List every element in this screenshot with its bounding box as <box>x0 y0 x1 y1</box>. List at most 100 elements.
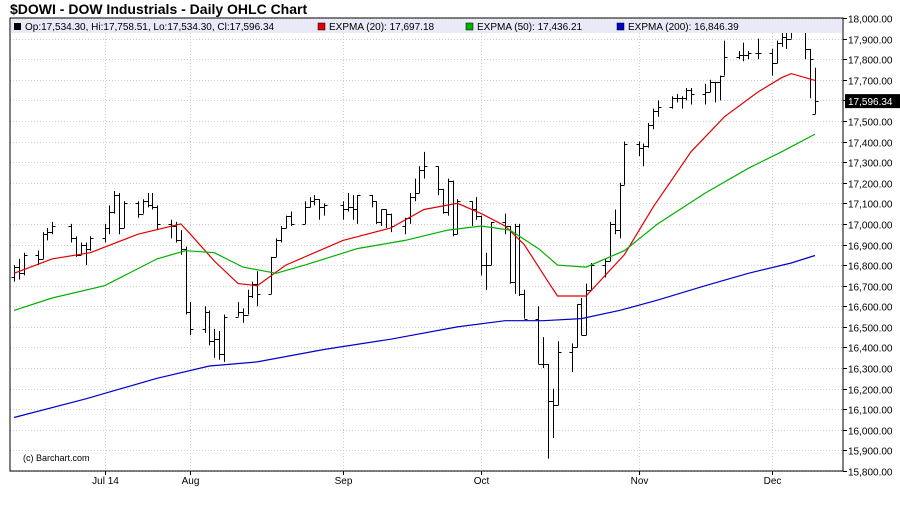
ohlc-bar <box>354 195 361 224</box>
y-tick-label: 15,800.00 <box>848 468 893 479</box>
ohlc-bar <box>521 289 528 320</box>
y-tick-label: 16,500.00 <box>848 324 893 335</box>
ohlc-bar <box>211 328 218 358</box>
ohlc-bar <box>545 363 552 459</box>
ohlc-bar <box>640 143 647 167</box>
y-tick-label: 16,800.00 <box>848 262 893 273</box>
y-tick-label: 16,300.00 <box>848 365 893 376</box>
ohlc-bar <box>555 341 562 406</box>
ohlc-bar <box>235 302 242 318</box>
ohlc-bar <box>617 182 624 239</box>
ohlc-bar <box>688 88 695 105</box>
legend-ema50: EXPMA (50): 17,436.21 <box>477 22 583 33</box>
chart-title: $DOWI - DOW Industrials - Daily OHLC Cha… <box>10 1 308 17</box>
ohlc-bar <box>383 209 390 229</box>
ohlc-bar <box>316 199 323 220</box>
x-tick-label: Dec <box>764 476 782 487</box>
ohlc-bar <box>283 215 290 229</box>
legend-background <box>11 19 842 33</box>
y-tick-label: 17,400.00 <box>848 139 893 150</box>
ohlc-bar <box>183 246 190 315</box>
ohlc-bar <box>373 201 380 224</box>
ohlc-bar <box>683 88 690 101</box>
ohlc-bars <box>11 20 819 459</box>
plot-frame <box>9 17 844 472</box>
ohlc-bar <box>712 81 719 103</box>
ohlc-bar <box>345 193 352 212</box>
ohlc-bar <box>502 213 509 235</box>
ohlc-bar <box>655 100 662 117</box>
horizontal-gridlines <box>10 18 843 472</box>
x-axis: Jul 14 Aug Sep Oct Nov Dec <box>92 471 781 487</box>
y-tick-label: 18,000.00 <box>848 15 893 26</box>
y-tick-label: 16,600.00 <box>848 303 893 314</box>
series-line-expma-20 <box>13 72 816 297</box>
ohlc-bar <box>44 228 51 241</box>
y-tick-label: 16,900.00 <box>848 242 893 253</box>
ohlc-bar <box>540 337 547 369</box>
y-tick-label: 16,100.00 <box>848 406 893 417</box>
credit-label: (c) Barchart.com <box>23 453 90 463</box>
ohlc-bar <box>478 215 485 276</box>
ohlc-bar <box>273 238 280 258</box>
x-tick-label: Jul 14 <box>92 476 119 487</box>
ohlc-bar <box>388 213 395 233</box>
ohlc-bar <box>254 271 261 307</box>
legend-swatch-ema200 <box>616 22 625 31</box>
ohlc-bar <box>435 166 442 196</box>
series-line-expma-200 <box>13 254 816 419</box>
ohlc-bar <box>483 252 490 290</box>
ohlc-bar <box>755 38 762 60</box>
legend-bar: Op:17,534.30, Hi:17,758.51, Lo:17,534.30… <box>11 19 842 33</box>
y-tick-label: 17,100.00 <box>848 200 893 211</box>
y-tick-label: 17,300.00 <box>848 159 893 170</box>
y-tick-label: 16,400.00 <box>848 344 893 355</box>
y-tick-label: 17,500.00 <box>848 118 893 129</box>
ohlc-bar <box>550 388 557 439</box>
y-tick-label: 16,700.00 <box>848 283 893 294</box>
last-price-marker: 17,596.34 <box>845 94 900 109</box>
ohlc-bar <box>102 223 109 243</box>
ohlc-bar <box>574 304 581 348</box>
ohlc-bar <box>16 258 23 280</box>
ohlc-bar <box>535 306 542 365</box>
ohlc-bar <box>121 201 128 229</box>
x-tick-label: Sep <box>335 476 353 487</box>
ohlc-bar <box>68 223 75 243</box>
ohlc-bar <box>40 232 47 260</box>
ohlc-bar <box>87 236 94 251</box>
ohlc-bar <box>812 67 819 115</box>
ohlc-bar <box>421 151 428 179</box>
ohlc-bar <box>412 178 419 202</box>
ohlc-bar <box>221 314 228 362</box>
legend-ohlc-swatch <box>14 23 21 30</box>
y-tick-label: 17,700.00 <box>848 77 893 88</box>
legend-swatch-ema20 <box>317 22 326 31</box>
y-tick-label: 15,900.00 <box>848 447 893 458</box>
ohlc-bar <box>340 201 347 220</box>
x-tick-label: Oct <box>474 476 490 487</box>
ohlc-bar <box>707 79 714 93</box>
legend-swatch-ema50 <box>465 22 474 31</box>
ohlc-bar <box>702 83 709 105</box>
ohlc-bar <box>49 221 56 235</box>
ohlc-bar <box>469 201 476 226</box>
ohlc-bar <box>111 190 118 214</box>
ohlc-bar <box>440 188 447 214</box>
ohlc-bar <box>488 221 495 266</box>
x-tick-label: Nov <box>631 476 649 487</box>
x-tick-label: Aug <box>182 476 200 487</box>
ohlc-bar <box>621 141 628 186</box>
ohlc-bar <box>350 195 357 220</box>
ohlc-bar <box>154 205 161 231</box>
y-tick-label: 17,200.00 <box>848 180 893 191</box>
ohlc-bar <box>135 201 142 218</box>
ohlc-bar <box>168 219 175 239</box>
y-axis: 15,800.00 15,900.00 16,000.00 16,100.00 16,2… <box>843 15 893 479</box>
last-price-box <box>845 94 900 109</box>
ohlc-bar <box>445 178 452 216</box>
ohlc-bar <box>740 42 747 62</box>
ohlc-bar <box>73 236 80 257</box>
ema-lines <box>13 72 816 419</box>
